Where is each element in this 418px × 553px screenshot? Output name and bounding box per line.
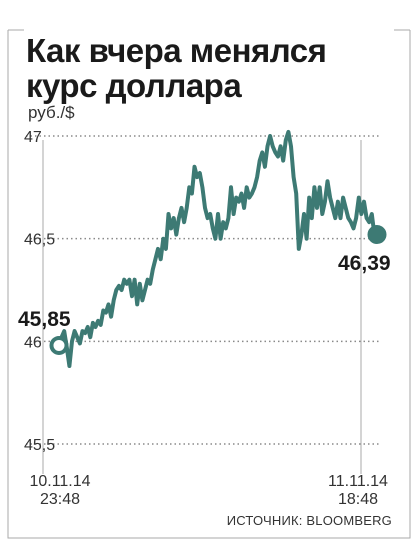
x-tick-label: 18:48	[338, 491, 378, 508]
source-note: ИСТОЧНИК: BLOOMBERG	[226, 513, 392, 528]
y-tick-label: 46	[24, 334, 42, 351]
chart-title-line2: курс доллара	[26, 67, 242, 104]
start-value-label: 45,85	[18, 308, 71, 331]
series-line	[57, 129, 379, 368]
x-tick-label: 11.11.14	[328, 473, 388, 490]
y-axis-unit: руб./$	[28, 103, 75, 122]
chart-title-line1: Как вчера менялся	[26, 32, 327, 69]
x-tick-label: 23:48	[40, 491, 80, 508]
y-tick-label: 45,5	[24, 437, 55, 454]
end-point-marker	[367, 225, 387, 245]
start-point-marker	[49, 335, 69, 355]
y-tick-label: 47	[24, 129, 42, 146]
end-value-label: 46,39	[338, 252, 391, 275]
x-tick-label: 10.11.14	[29, 473, 90, 490]
frame-outline	[7, 30, 411, 539]
y-tick-label: 46,5	[24, 232, 55, 249]
